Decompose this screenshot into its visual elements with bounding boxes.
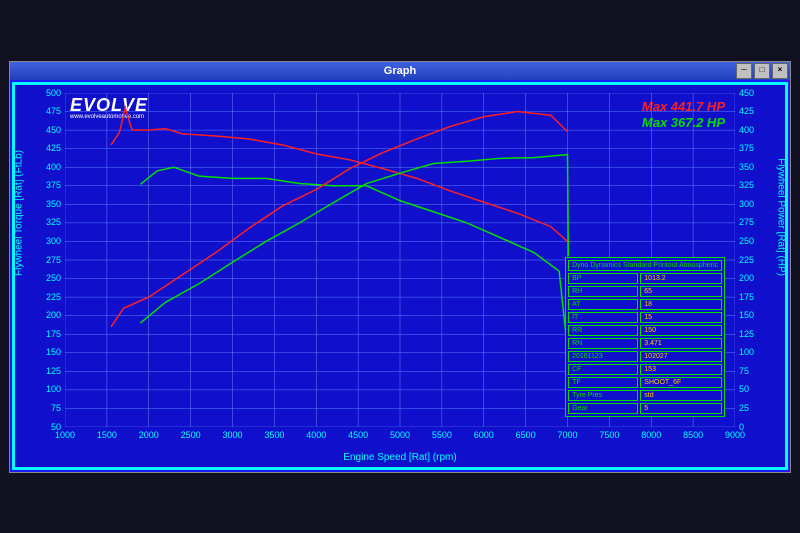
tick-label: 275 bbox=[46, 255, 61, 265]
tick-label: 400 bbox=[46, 162, 61, 172]
tick-label: 2500 bbox=[181, 430, 201, 440]
y-axis-label-right: Flywheel Power [Rat] (HP) bbox=[776, 158, 787, 276]
tick-label: 200 bbox=[739, 273, 754, 283]
info-row: RR150 bbox=[568, 325, 722, 336]
tick-label: 1500 bbox=[97, 430, 117, 440]
tick-label: 150 bbox=[739, 310, 754, 320]
info-table: Dyno Dynamics Standard Printout Atmosphe… bbox=[565, 257, 725, 417]
app-container: Graph ─ □ × EVOLVE www.evolveautomotive.… bbox=[0, 0, 800, 533]
minimize-icon[interactable]: ─ bbox=[736, 63, 752, 79]
tick-label: 2000 bbox=[139, 430, 159, 440]
tick-label: 225 bbox=[739, 255, 754, 265]
tick-label: 75 bbox=[51, 403, 61, 413]
tick-label: 8000 bbox=[641, 430, 661, 440]
tick-label: 425 bbox=[46, 143, 61, 153]
tick-label: 350 bbox=[46, 199, 61, 209]
info-row: TFSHOOT_6F bbox=[568, 377, 722, 388]
info-row: Tyre Presstd bbox=[568, 390, 722, 401]
tick-label: 150 bbox=[46, 347, 61, 357]
info-row: BP1013.2 bbox=[568, 273, 722, 284]
tick-label: 500 bbox=[46, 88, 61, 98]
tick-label: 0 bbox=[739, 422, 744, 432]
tick-label: 425 bbox=[739, 106, 754, 116]
tick-label: 300 bbox=[739, 199, 754, 209]
tick-label: 275 bbox=[739, 217, 754, 227]
tick-label: 3500 bbox=[264, 430, 284, 440]
chart-area: EVOLVE www.evolveautomotive.com Max 441.… bbox=[12, 82, 788, 470]
tick-label: 175 bbox=[739, 292, 754, 302]
tick-label: 175 bbox=[46, 329, 61, 339]
tick-label: 250 bbox=[739, 236, 754, 246]
window-title: Graph bbox=[384, 65, 416, 77]
tick-label: 125 bbox=[46, 366, 61, 376]
tick-label: 5000 bbox=[390, 430, 410, 440]
tick-label: 8500 bbox=[683, 430, 703, 440]
graph-window: Graph ─ □ × EVOLVE www.evolveautomotive.… bbox=[9, 61, 791, 473]
tick-label: 4500 bbox=[348, 430, 368, 440]
info-row: AT18 bbox=[568, 299, 722, 310]
window-controls: ─ □ × bbox=[736, 63, 788, 79]
tick-label: 7000 bbox=[557, 430, 577, 440]
tick-label: 3000 bbox=[222, 430, 242, 440]
tick-label: 100 bbox=[739, 347, 754, 357]
tick-label: 100 bbox=[46, 384, 61, 394]
info-row: RH65 bbox=[568, 286, 722, 297]
info-row: RN3.471 bbox=[568, 338, 722, 349]
tick-label: 400 bbox=[739, 125, 754, 135]
tick-label: 4000 bbox=[306, 430, 326, 440]
tick-label: 325 bbox=[739, 180, 754, 190]
tick-label: 50 bbox=[51, 422, 61, 432]
tick-label: 225 bbox=[46, 292, 61, 302]
window-titlebar: Graph ─ □ × bbox=[10, 62, 790, 80]
tick-label: 50 bbox=[739, 384, 749, 394]
tick-label: 5500 bbox=[432, 430, 452, 440]
info-row: Gear5 bbox=[568, 403, 722, 414]
tick-label: 75 bbox=[739, 366, 749, 376]
tick-label: 375 bbox=[739, 143, 754, 153]
info-row: 20161123102027 bbox=[568, 351, 722, 362]
y-axis-label-left: Flywheel Torque [Rat] (FtLb) bbox=[14, 150, 25, 276]
tick-label: 375 bbox=[46, 180, 61, 190]
tick-label: 450 bbox=[739, 88, 754, 98]
tick-label: 450 bbox=[46, 125, 61, 135]
info-row: CF153 bbox=[568, 364, 722, 375]
tick-label: 6500 bbox=[516, 430, 536, 440]
info-row: IT15 bbox=[568, 312, 722, 323]
maximize-icon[interactable]: □ bbox=[754, 63, 770, 79]
tick-label: 6000 bbox=[474, 430, 494, 440]
tick-label: 125 bbox=[739, 329, 754, 339]
x-axis-label: Engine Speed [Rat] (rpm) bbox=[343, 452, 456, 463]
tick-label: 25 bbox=[739, 403, 749, 413]
tick-label: 325 bbox=[46, 217, 61, 227]
tick-label: 475 bbox=[46, 106, 61, 116]
tick-label: 350 bbox=[739, 162, 754, 172]
info-header: Dyno Dynamics Standard Printout Atmosphe… bbox=[568, 260, 722, 271]
close-icon[interactable]: × bbox=[772, 63, 788, 79]
tick-label: 300 bbox=[46, 236, 61, 246]
tick-label: 200 bbox=[46, 310, 61, 320]
tick-label: 7500 bbox=[599, 430, 619, 440]
tick-label: 250 bbox=[46, 273, 61, 283]
